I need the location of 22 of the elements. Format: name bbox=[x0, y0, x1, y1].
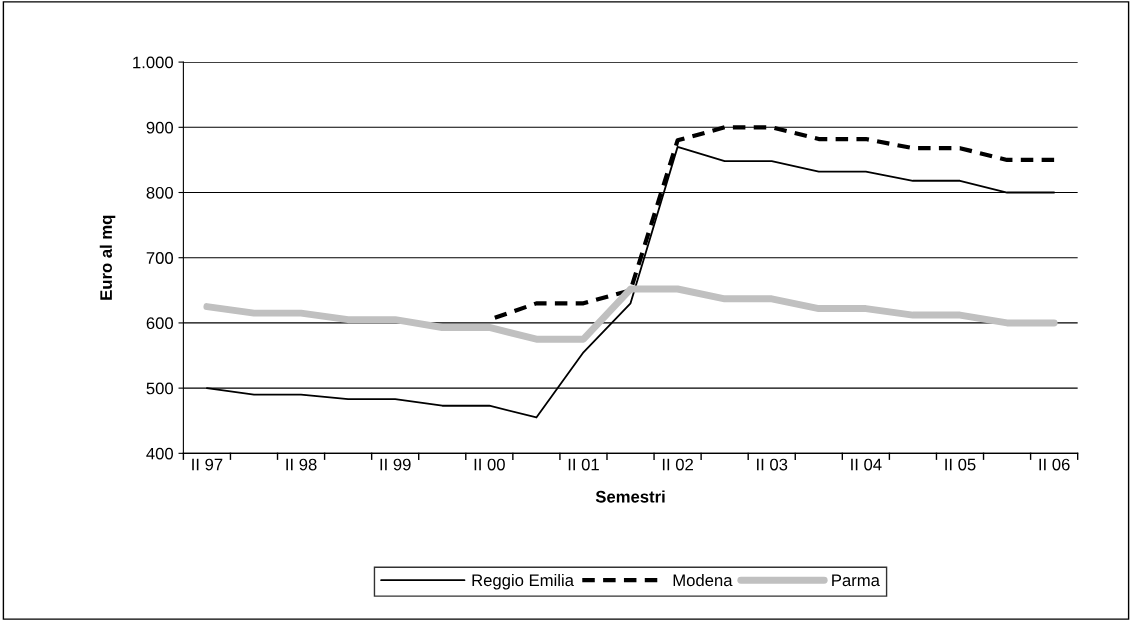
x-tick-label: II 06 bbox=[1039, 458, 1070, 471]
y-tick-label: 500 bbox=[146, 382, 174, 395]
y-tick-label: 1.000 bbox=[133, 56, 174, 69]
x-tick-label: II 01 bbox=[568, 458, 599, 471]
x-axis-title: Semestri bbox=[595, 490, 665, 503]
x-tick-label: II 98 bbox=[286, 458, 317, 471]
x-tick-label: II 00 bbox=[474, 458, 505, 471]
y-tick-label: 900 bbox=[146, 121, 174, 134]
y-tick-label: 600 bbox=[146, 317, 174, 330]
y-tick-label: 400 bbox=[146, 447, 174, 460]
legend-label: Reggio Emilia bbox=[472, 573, 574, 590]
legend-label: Modena bbox=[673, 573, 733, 587]
legend-label: Parma bbox=[832, 574, 880, 587]
y-axis-title: Euro al mq bbox=[99, 215, 116, 300]
x-tick-label: II 03 bbox=[757, 458, 788, 471]
x-tick-label: II 97 bbox=[192, 458, 223, 471]
x-tick-label: II 05 bbox=[945, 458, 976, 471]
x-tick-label: II 04 bbox=[851, 458, 882, 471]
x-tick-label: II 02 bbox=[662, 458, 693, 471]
y-tick-label: 700 bbox=[146, 252, 174, 264]
x-tick-label: II 99 bbox=[380, 458, 411, 471]
y-tick-label: 800 bbox=[146, 186, 174, 199]
